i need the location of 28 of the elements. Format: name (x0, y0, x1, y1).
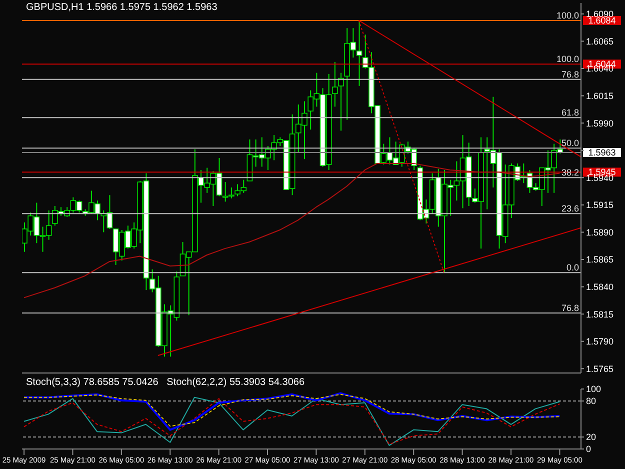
annotation: 0.0 (566, 262, 579, 273)
annotation: 100.0 (556, 10, 579, 20)
y-tick-label: 1.5840 (586, 282, 614, 292)
candlestick (338, 72, 344, 132)
y-tick-label: 0 (586, 444, 592, 454)
candlestick (356, 20, 362, 86)
y-tick-label: 20 (586, 432, 596, 442)
chart-title: Stoch(5,3,3) 78.6585 75.0426 Stoch(62,2,2) 55.3903 54.3066 (26, 377, 305, 388)
y-tick-label: 1.6065 (586, 36, 614, 46)
annotation: 100.0 (556, 54, 579, 64)
y-tick-label: 80 (586, 396, 596, 406)
y-tick-label: 1.5915 (586, 200, 614, 210)
y-tick-label: 1.5815 (586, 309, 614, 320)
annotation: 61.8 (561, 108, 579, 118)
y-tick-label: 100 (586, 384, 602, 394)
chart-title: GBPUSD,H1 1.5966 1.5975 1.5962 1.5963 (26, 2, 218, 13)
annotation: 23.6 (561, 204, 579, 214)
annotation: 76.8 (561, 69, 579, 80)
ref-line-label: 1.5963 (588, 148, 616, 158)
y-tick-label: 1.5890 (586, 227, 614, 238)
annotation: 76.8 (561, 302, 579, 313)
y-tick-label: 1.5765 (586, 364, 614, 374)
y-tick-label: 1.5990 (586, 118, 614, 128)
y-tick-label: 1.5790 (586, 336, 614, 347)
y-tick-label: 1.6015 (586, 90, 614, 101)
candlestick (332, 61, 338, 108)
y-tick-label: 1.5865 (586, 254, 614, 265)
annotation: 50.0 (561, 138, 579, 148)
